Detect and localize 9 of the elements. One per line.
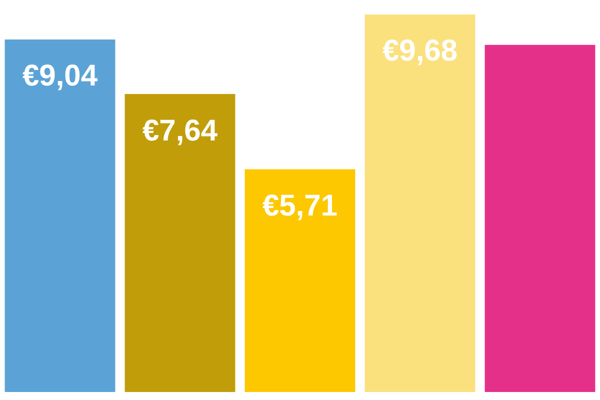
data-label: €5,71 [262,190,338,223]
data-label: €9,04 [22,60,98,93]
bar [244,169,356,392]
data-label: €7,64 [142,114,218,148]
bar [364,14,476,392]
bar [484,44,596,392]
bar [124,94,236,392]
data-label: €9,68 [382,34,458,68]
bar [4,39,116,392]
